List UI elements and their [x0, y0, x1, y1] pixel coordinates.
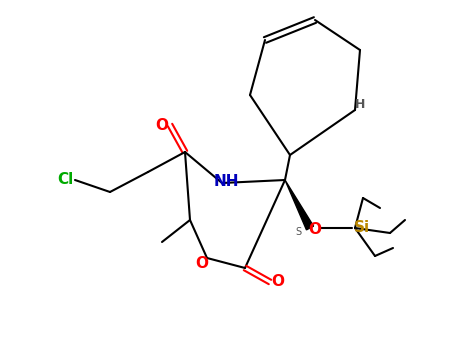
Text: NH: NH — [213, 174, 239, 189]
Text: O: O — [308, 223, 322, 238]
Text: Cl: Cl — [57, 173, 73, 188]
Polygon shape — [285, 180, 313, 230]
Text: H: H — [355, 98, 365, 112]
Text: S: S — [295, 227, 301, 237]
Text: O: O — [196, 256, 208, 271]
Text: O: O — [272, 274, 284, 289]
Text: Si: Si — [354, 220, 370, 236]
Text: O: O — [156, 118, 168, 133]
